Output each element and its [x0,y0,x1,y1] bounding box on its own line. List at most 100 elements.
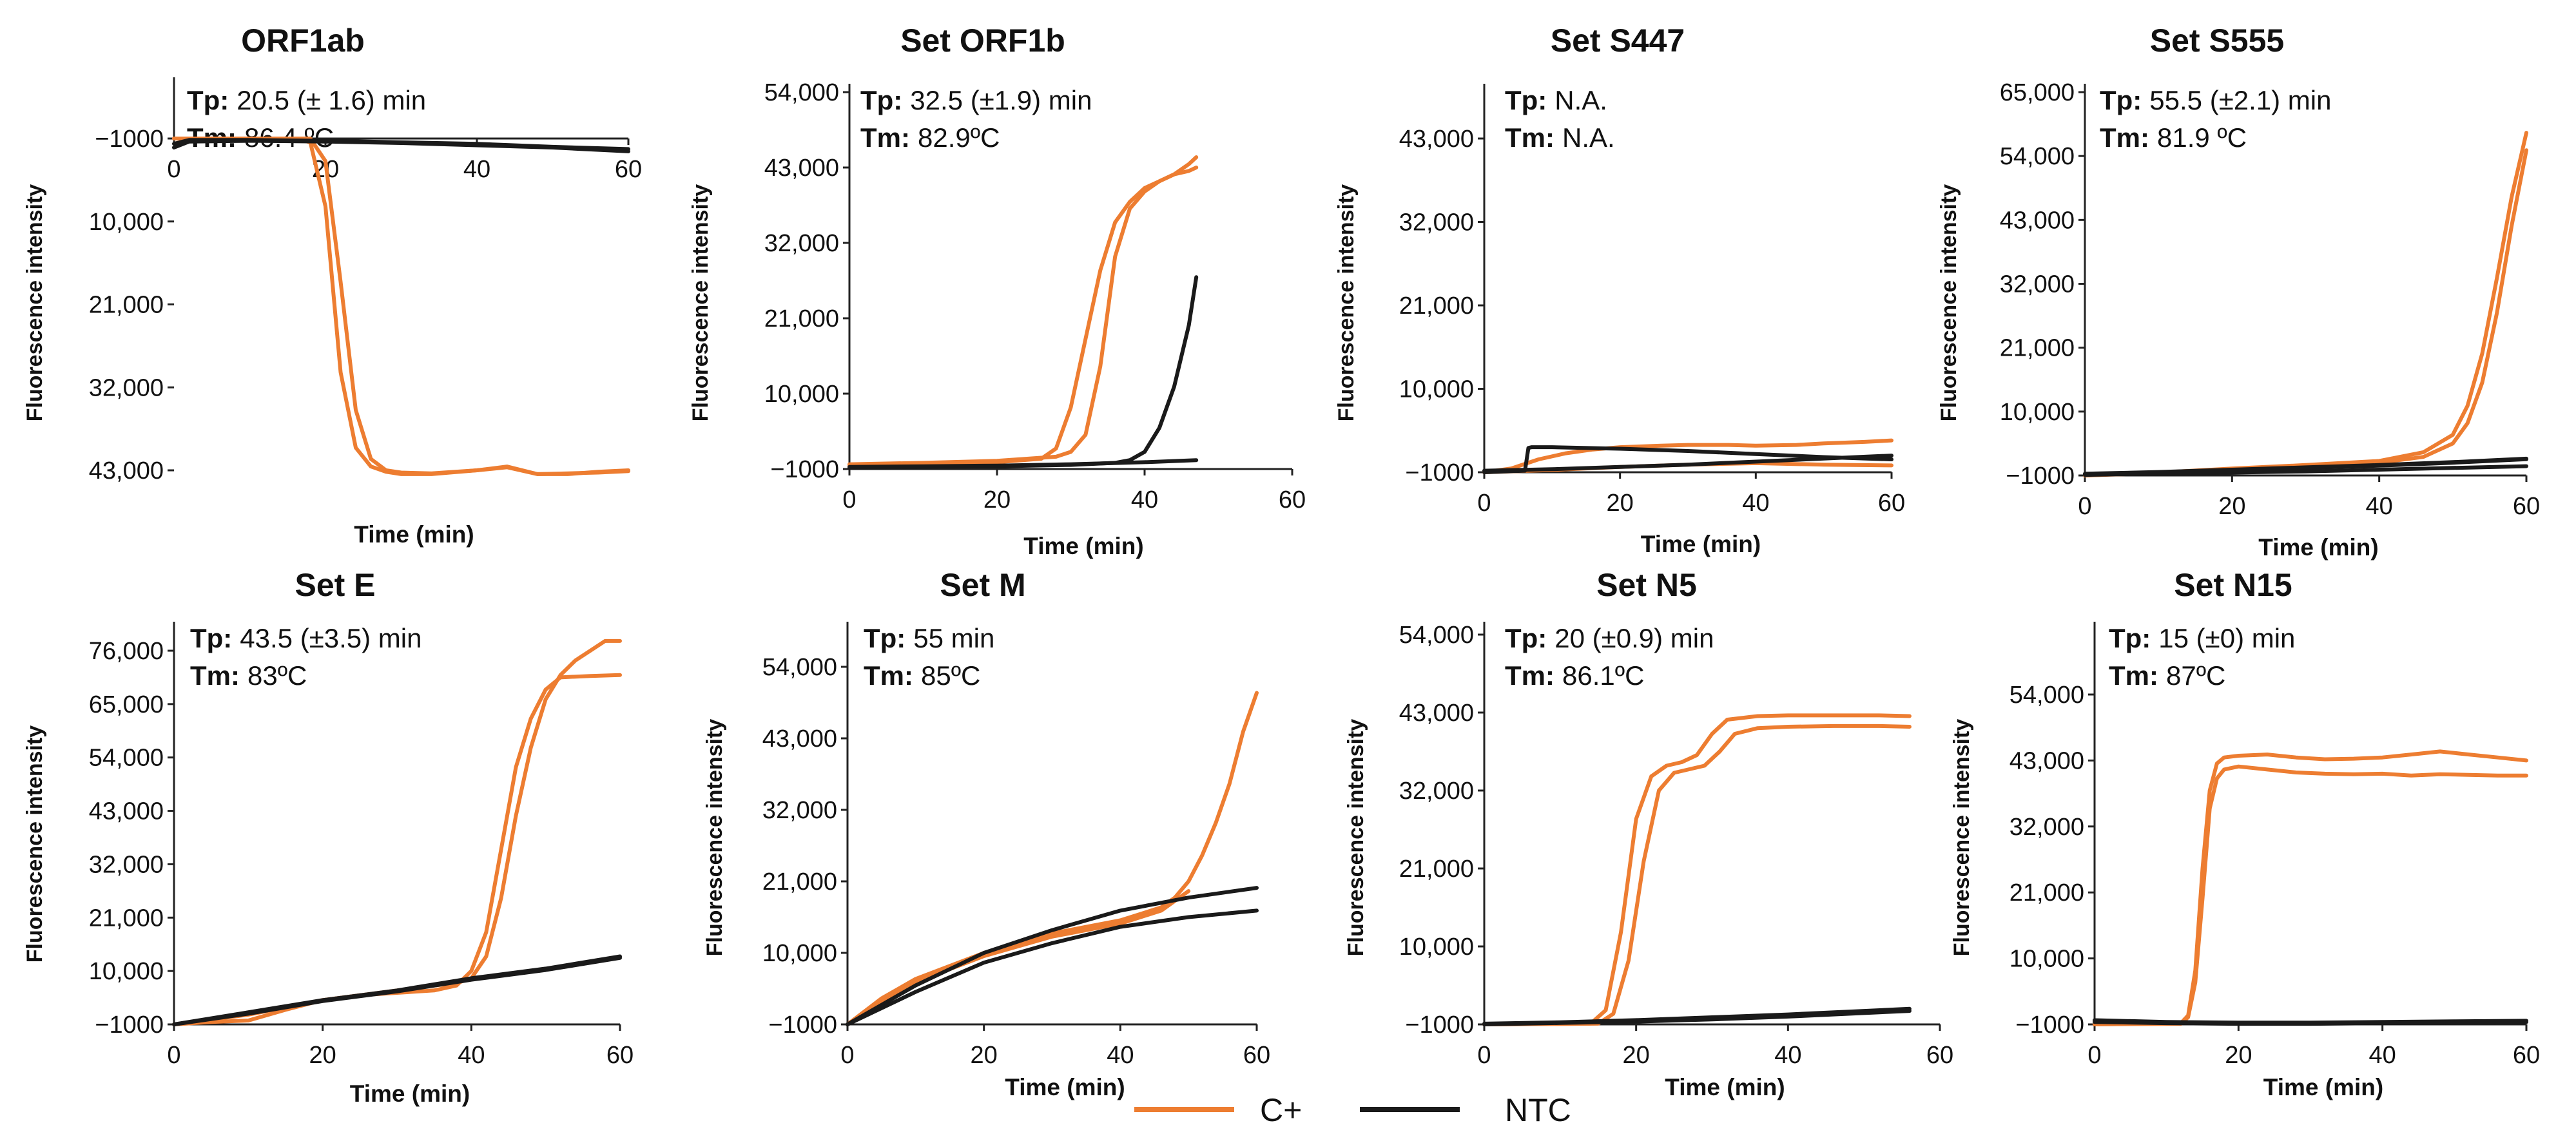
tm-annotation: Tm: 82.9ºC [860,122,1000,153]
y-tick-label: 32,000 [89,851,164,878]
tm-label: Tm: [860,122,910,153]
y-tick-label: 32,000 [2009,814,2084,841]
y-tick-label: 21,000 [762,868,837,896]
x-tick-label: 60 [606,1042,634,1069]
tp-value: 55 min [913,623,994,653]
x-tick-label: 20 [2225,1042,2252,1069]
x-tick-label: 40 [1742,490,1769,517]
tp-annotation: Tp: 20 (±0.9) min [1505,623,1714,653]
panel-set-n5: Set N5 Tp: 20 (±0.9) min Tm: 86.1ºC Fluore… [1344,567,1953,1100]
tm-value: 87ºC [2166,660,2225,691]
legend-label-ntc: NTC [1505,1092,1571,1128]
y-tick-label: 21,000 [1399,856,1474,883]
y-tick-label: 54,000 [89,745,164,772]
tm-annotation: Tm: 87ºC [2109,660,2225,691]
series-ntc-line-3 [1482,454,1893,473]
legend: C+ NTC [1134,1092,1571,1128]
y-axis-label: Fluorescence intensity [688,184,713,422]
x-axis-label: Time (min) [354,521,474,548]
tm-value: 81.9 ºC [2157,122,2247,153]
x-axis-label: Time (min) [1023,533,1143,559]
y-tick-label: 10,000 [764,381,839,408]
series-cplus-line-0 [847,155,1199,468]
tm-annotation: Tm: 81.9 ºC [2100,122,2247,153]
y-axis-label: Fluorescence intensity [1950,719,1974,957]
y-tick-label: −1000 [95,1012,164,1039]
tm-label: Tm: [2100,122,2149,153]
x-tick-label: 20 [1623,1042,1650,1069]
y-tick-label: 32,000 [1399,209,1474,236]
tp-value: 20.5 (± 1.6) min [237,85,426,115]
y-axis-label: Fluorescence intensity [1344,719,1368,957]
panel-set-s555: Set S555 Tp: 55.5 (±2.1) min Tm: 81.9 ºC F… [1937,23,2540,561]
tp-label: Tp: [1505,85,1547,115]
series-cplus-line-1 [1482,724,1912,1026]
x-tick-label: 60 [615,156,642,183]
x-tick-label: 0 [167,156,180,183]
y-tick-label: −1000 [1405,459,1474,486]
tm-value: N.A. [1562,122,1615,153]
y-axis-label: Fluorescence intensity [1937,184,1961,422]
tp-annotation: Tp: 43.5 (±3.5) min [190,623,421,653]
y-tick-label: 43,000 [1399,126,1474,153]
y-tick-label: 43,000 [1399,700,1474,727]
series-ntc-line-3 [172,955,622,1026]
panel-title: Set M [940,567,1025,603]
tp-value: 20 (±0.9) min [1554,623,1714,653]
y-axis-label: Fluorescence intensity [23,184,47,422]
y-tick-label: 76,000 [89,638,164,665]
panel-title: Set ORF1b [900,23,1065,59]
series-ntc-line-3 [847,458,1199,469]
y-tick-label: 43,000 [2009,747,2084,774]
tm-label: Tm: [1505,122,1554,153]
y-tick-label: 32,000 [1399,778,1474,805]
x-tick-label: 0 [2078,493,2091,520]
tp-annotation: Tp: 55 min [864,623,994,653]
y-tick-label: 54,000 [764,79,839,106]
y-tick-label: 32,000 [89,374,164,401]
panel-orf1ab: ORF1ab Tp: 20.5 (± 1.6) min Tm: 86.4 ºC Fl… [23,23,642,548]
x-axis-label: Time (min) [1005,1074,1125,1100]
tp-label: Tp: [2109,623,2151,653]
tp-value: 55.5 (±2.1) min [2149,85,2331,115]
x-tick-label: 40 [1107,1042,1134,1069]
series-ntc-line-2 [847,275,1199,470]
y-tick-label: 21,000 [764,305,839,332]
panel-set-e: Set E Tp: 43.5 (±3.5) min Tm: 83ºC Fluores… [23,567,634,1107]
x-axis-label: Time (min) [1641,531,1761,557]
series-ntc-line-2 [1482,445,1893,474]
tm-label: Tm: [1505,660,1554,691]
x-tick-label: 20 [2218,493,2245,520]
panel-title: Set S555 [2150,23,2284,59]
y-tick-label: −1000 [2006,463,2075,490]
x-tick-label: 60 [1279,486,1306,513]
y-tick-label: 32,000 [2000,271,2075,298]
y-tick-label: 10,000 [1399,376,1474,403]
tp-label: Tp: [2100,85,2142,115]
x-tick-label: 60 [2513,1042,2540,1069]
panel-set-orf1b: Set ORF1b Tp: 32.5 (±1.9) min Tm: 82.9ºC F… [688,23,1306,559]
y-tick-label: 21,000 [2009,879,2084,906]
series-cplus-line-1 [172,137,630,476]
tm-label: Tm: [864,660,913,691]
y-tick-label: 54,000 [762,654,837,681]
x-tick-label: 0 [2087,1042,2101,1069]
x-tick-label: 40 [463,156,490,183]
x-tick-label: 0 [842,486,856,513]
series-cplus-line-1 [847,166,1199,466]
tp-annotation: Tp: 55.5 (±2.1) min [2100,85,2331,115]
tm-value: 86.1ºC [1562,660,1644,691]
y-tick-label: 65,000 [2000,79,2075,106]
series-cplus-line-0 [2083,131,2528,477]
x-tick-label: 20 [309,1042,336,1069]
series-ntc-line-3 [2093,1020,2528,1026]
x-tick-label: 20 [983,486,1011,513]
tp-annotation: Tp: 20.5 (± 1.6) min [187,85,426,115]
y-tick-label: 54,000 [2009,682,2084,709]
panel-title: Set N5 [1596,567,1697,603]
y-tick-label: 54,000 [1399,622,1474,649]
panel-title: ORF1ab [241,23,365,59]
y-tick-label: 10,000 [2009,946,2084,973]
x-tick-label: 20 [971,1042,998,1069]
series-cplus-line-0 [172,673,622,1026]
